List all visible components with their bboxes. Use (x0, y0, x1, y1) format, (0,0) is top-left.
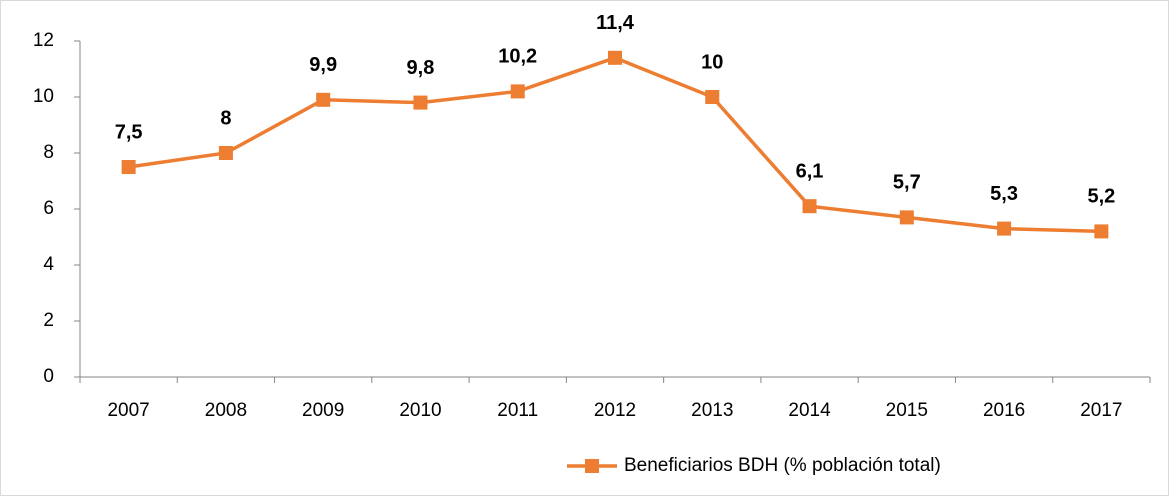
x-tick-label: 2009 (302, 400, 344, 421)
value-label: 5,3 (990, 183, 1018, 205)
marker (802, 199, 817, 214)
marker (608, 50, 622, 65)
x-tick-label: 2016 (983, 400, 1025, 421)
value-label: 6,1 (796, 160, 824, 182)
legend-label: Beneficiarios BDH (% población total) (624, 455, 941, 476)
value-label: 9,8 (407, 57, 435, 79)
marker (316, 92, 331, 107)
marker (1094, 224, 1109, 239)
y-tick-label: 12 (33, 30, 54, 51)
x-tick-label: 2008 (205, 400, 247, 421)
x-tick-label: 2010 (399, 400, 441, 421)
marker (121, 160, 136, 174)
y-tick-label: 4 (43, 254, 54, 275)
marker (997, 221, 1012, 236)
value-label: 7,5 (115, 121, 143, 143)
marker (899, 210, 914, 225)
value-label: 10 (701, 51, 723, 73)
value-label: 5,2 (1087, 186, 1115, 208)
x-tick-label: 2011 (497, 400, 538, 421)
y-tick-label: 10 (33, 86, 54, 107)
legend-marker (585, 459, 599, 473)
x-tick-label: 2014 (788, 400, 831, 421)
y-tick-label: 2 (43, 310, 54, 331)
y-tick-label: 0 (43, 366, 54, 387)
x-tick-label: 2015 (886, 400, 928, 421)
marker (218, 146, 233, 160)
value-label: 5,7 (893, 172, 921, 194)
marker (705, 90, 720, 104)
value-label: 8 (220, 107, 231, 129)
value-label: 11,4 (596, 12, 635, 34)
value-label: 10,2 (498, 46, 537, 68)
x-tick-label: 2007 (107, 400, 149, 421)
marker (510, 84, 525, 99)
y-tick-label: 6 (43, 198, 54, 219)
marker (413, 95, 428, 110)
x-tick-label: 2013 (691, 400, 733, 421)
value-label: 9,9 (309, 54, 337, 76)
y-tick-label: 8 (43, 142, 54, 163)
x-tick-label: 2012 (594, 400, 636, 421)
x-tick-label: 2017 (1080, 400, 1122, 421)
